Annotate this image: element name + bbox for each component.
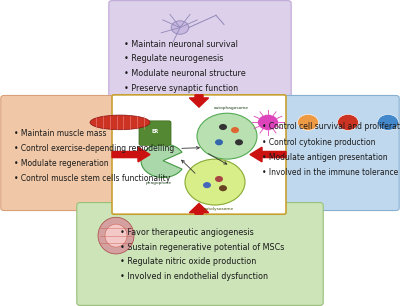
FancyBboxPatch shape [1, 95, 151, 211]
Text: • Control muscle stem cells functionality: • Control muscle stem cells functionalit… [14, 174, 170, 183]
Circle shape [258, 114, 278, 130]
FancyBboxPatch shape [77, 203, 323, 305]
Ellipse shape [105, 224, 127, 247]
FancyArrow shape [190, 95, 209, 107]
Text: • Involved in the immune tolerance: • Involved in the immune tolerance [262, 168, 398, 177]
Circle shape [171, 21, 189, 34]
Circle shape [219, 185, 227, 191]
FancyArrow shape [250, 147, 286, 162]
Text: • Maintain neuronal survival: • Maintain neuronal survival [124, 40, 238, 49]
Text: • Regulate neurogenesis: • Regulate neurogenesis [124, 54, 223, 63]
Circle shape [215, 139, 223, 145]
Text: • Involved in endothelial dysfunction: • Involved in endothelial dysfunction [120, 272, 268, 281]
Circle shape [298, 114, 318, 130]
Text: • Regulate nitric oxide production: • Regulate nitric oxide production [120, 257, 256, 266]
Circle shape [203, 182, 211, 188]
Ellipse shape [98, 217, 134, 254]
FancyBboxPatch shape [139, 121, 171, 145]
FancyBboxPatch shape [249, 95, 399, 211]
Text: • Maintain muscle mass: • Maintain muscle mass [14, 129, 106, 137]
Wedge shape [141, 144, 182, 177]
Text: • Modulate neuronal structure: • Modulate neuronal structure [124, 69, 246, 78]
Text: • Preserve synaptic function: • Preserve synaptic function [124, 84, 238, 93]
Circle shape [231, 127, 239, 133]
Text: • Control exercise-depending remodelling: • Control exercise-depending remodelling [14, 144, 174, 153]
Text: • Modulate regeneration: • Modulate regeneration [14, 159, 109, 168]
Text: • Control cell survival and proliferation: • Control cell survival and proliferatio… [262, 122, 400, 131]
Text: ER: ER [152, 129, 158, 134]
FancyArrow shape [112, 147, 150, 162]
Text: • Sustain regenerative potential of MSCs: • Sustain regenerative potential of MSCs [120, 243, 284, 252]
FancyBboxPatch shape [112, 95, 286, 214]
Ellipse shape [90, 115, 150, 130]
Text: autophagosome: autophagosome [214, 106, 248, 110]
Circle shape [235, 139, 243, 145]
Text: phagophore: phagophore [146, 181, 172, 185]
Circle shape [378, 114, 398, 130]
Circle shape [215, 176, 223, 182]
Text: • Favor therapeutic angiogenesis: • Favor therapeutic angiogenesis [120, 228, 254, 237]
Circle shape [338, 114, 358, 130]
FancyBboxPatch shape [109, 1, 291, 108]
Circle shape [197, 113, 257, 159]
FancyArrow shape [190, 203, 209, 214]
Circle shape [185, 159, 245, 205]
Text: • Control cytokine production: • Control cytokine production [262, 138, 376, 147]
Text: • Modulate antigen presentation: • Modulate antigen presentation [262, 153, 388, 162]
Text: autolysosome: autolysosome [204, 207, 234, 211]
Circle shape [219, 124, 227, 130]
